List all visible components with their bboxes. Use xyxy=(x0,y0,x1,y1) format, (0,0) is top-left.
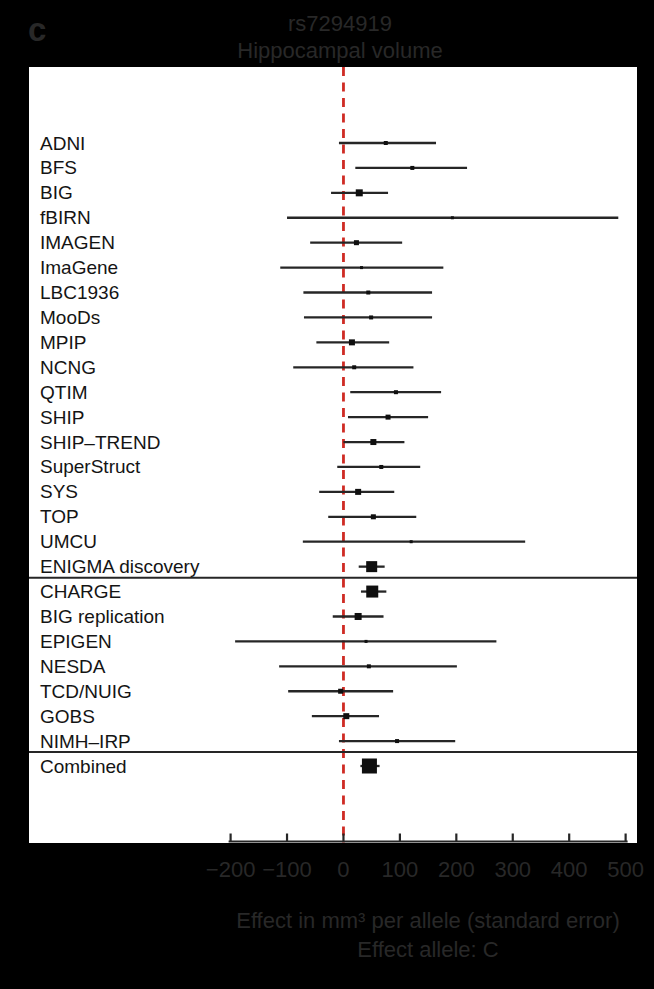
effect-marker xyxy=(362,759,377,774)
effect-marker xyxy=(366,561,377,572)
study-label: UMCU xyxy=(40,531,97,552)
study-label: ImaGene xyxy=(40,257,118,278)
effect-marker xyxy=(356,189,363,196)
effect-marker xyxy=(343,713,349,719)
study-label: MooDs xyxy=(40,307,100,328)
study-label: SHIP–TREND xyxy=(40,432,160,453)
tick-label: −200 xyxy=(206,857,256,882)
effect-marker xyxy=(367,664,371,668)
effect-marker xyxy=(355,613,362,620)
panel-label: c xyxy=(28,11,46,48)
study-label: NIMH–IRP xyxy=(40,731,131,752)
effect-marker xyxy=(410,540,413,543)
tick-label: 0 xyxy=(337,857,349,882)
effect-marker xyxy=(352,365,356,369)
effect-marker xyxy=(338,689,343,694)
tick-label: 100 xyxy=(382,857,419,882)
study-label: CHARGE xyxy=(40,581,121,602)
plot-layer: ADNI BFS BIG fBIRN IMAGEN ImaGene LBC1936 MooDs… xyxy=(29,67,644,882)
study-label: BFS xyxy=(40,157,77,178)
study-label: QTIM xyxy=(40,382,88,403)
tick-label: 400 xyxy=(551,857,588,882)
study-label: ADNI xyxy=(40,133,85,154)
study-label: SHIP xyxy=(40,407,84,428)
study-label: LBC1936 xyxy=(40,282,119,303)
study-label: TCD/NUIG xyxy=(40,681,132,702)
study-label: SuperStruct xyxy=(40,456,141,477)
effect-marker xyxy=(384,141,388,145)
effect-marker xyxy=(451,216,454,219)
study-label: NCNG xyxy=(40,357,96,378)
plot-subtitle: Hippocampal volume xyxy=(237,38,442,63)
study-label: Combined xyxy=(40,756,127,777)
effect-marker xyxy=(360,266,363,269)
effect-marker xyxy=(386,415,391,420)
effect-marker xyxy=(394,390,398,394)
tick-label: 300 xyxy=(494,857,531,882)
study-label: EPIGEN xyxy=(40,631,112,652)
plot-background xyxy=(29,67,637,843)
effect-marker xyxy=(366,586,378,598)
study-label: IMAGEN xyxy=(40,232,115,253)
effect-marker xyxy=(379,465,383,469)
effect-marker xyxy=(354,240,359,245)
study-label: fBIRN xyxy=(40,207,91,228)
tick-label: 500 xyxy=(607,857,644,882)
effect-marker xyxy=(371,514,376,519)
plot-title: rs7294919 xyxy=(288,11,392,36)
x-axis-label: Effect in mm³ per allele (standard error… xyxy=(236,908,620,933)
study-label: BIG replication xyxy=(40,606,165,627)
effect-marker xyxy=(365,640,368,643)
study-label: TOP xyxy=(40,506,79,527)
effect-marker xyxy=(366,291,370,295)
tick-label: −100 xyxy=(262,857,312,882)
effect-allele-label: Effect allele: C xyxy=(357,937,499,962)
study-label: NESDA xyxy=(40,656,106,677)
forest-plot: c rs7294919 Hippocampal volume ADNI BFS BI… xyxy=(0,0,654,989)
study-label: BIG xyxy=(40,182,73,203)
study-label: ENIGMA discovery xyxy=(40,556,200,577)
effect-marker xyxy=(395,739,399,743)
effect-marker xyxy=(355,489,361,495)
figure-panel: c rs7294919 Hippocampal volume ADNI BFS BI… xyxy=(0,0,654,989)
effect-marker xyxy=(410,166,414,170)
effect-marker xyxy=(349,339,355,345)
study-label: SYS xyxy=(40,481,78,502)
tick-label: 200 xyxy=(438,857,475,882)
effect-marker xyxy=(370,439,376,445)
study-label: GOBS xyxy=(40,706,95,727)
study-label: MPIP xyxy=(40,332,86,353)
effect-marker xyxy=(369,315,373,319)
